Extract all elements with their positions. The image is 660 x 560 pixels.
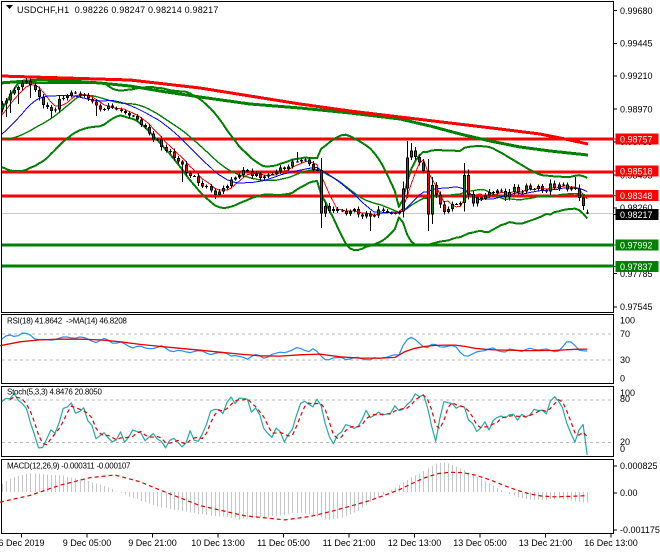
svg-text:0.97992: 0.97992 [620,241,653,251]
svg-text:0.98518: 0.98518 [620,166,653,176]
svg-text:0.99680: 0.99680 [620,6,653,16]
svg-text:0: 0 [620,374,625,384]
svg-text:0.98970: 0.98970 [620,104,653,114]
svg-text:RSI(18) 41.8642 ->MA(14) 46.8: RSI(18) 41.8642 ->MA(14) 46.8208 [7,317,127,326]
svg-text:10 Dec 13:00: 10 Dec 13:00 [191,538,245,548]
svg-text:100: 100 [620,388,635,398]
svg-text:0.98217: 0.98217 [620,210,653,220]
svg-text:9 Dec 05:00: 9 Dec 05:00 [63,538,112,548]
svg-text:0.000825: 0.000825 [620,461,658,471]
svg-text:0.97785: 0.97785 [620,269,653,279]
svg-text:0: 0 [620,444,625,454]
svg-text:USDCHF,H1 0.98226 0.98247 0.9: USDCHF,H1 0.98226 0.98247 0.98214 0.9821… [17,5,219,15]
svg-text:11 Dec 05:00: 11 Dec 05:00 [257,538,310,548]
svg-text:0.98260: 0.98260 [620,203,653,213]
svg-text:Stoch(5,3,3) 4.8476 20.8050: Stoch(5,3,3) 4.8476 20.8050 [7,388,102,397]
svg-text:6 Dec 2019: 6 Dec 2019 [0,538,45,548]
svg-text:100: 100 [620,316,635,326]
svg-text:80: 80 [620,394,630,404]
svg-text:9 Dec 21:00: 9 Dec 21:00 [128,538,177,548]
svg-text:0.97837: 0.97837 [620,262,653,272]
svg-text:0.00: 0.00 [620,488,638,498]
svg-text:-0.001175: -0.001175 [620,525,660,535]
svg-text:20: 20 [620,437,630,447]
svg-text:0.99445: 0.99445 [620,39,653,49]
svg-text:0.98348: 0.98348 [620,191,653,201]
svg-text:0.99210: 0.99210 [620,71,653,81]
svg-text:MACD(12,26,9) -0.000311 -0.000: MACD(12,26,9) -0.000311 -0.000107 [7,462,131,471]
svg-text:16 Dec 13:00: 16 Dec 13:00 [584,538,638,548]
svg-text:11 Dec 21:00: 11 Dec 21:00 [323,538,376,548]
svg-text:13 Dec 05:00: 13 Dec 05:00 [453,538,507,548]
svg-text:70: 70 [620,329,630,339]
svg-text:13 Dec 21:00: 13 Dec 21:00 [519,538,573,548]
svg-text:0.98757: 0.98757 [620,134,653,144]
svg-text:30: 30 [620,355,630,365]
svg-text:0.97545: 0.97545 [620,302,653,312]
svg-text:12 Dec 13:00: 12 Dec 13:00 [388,538,442,548]
